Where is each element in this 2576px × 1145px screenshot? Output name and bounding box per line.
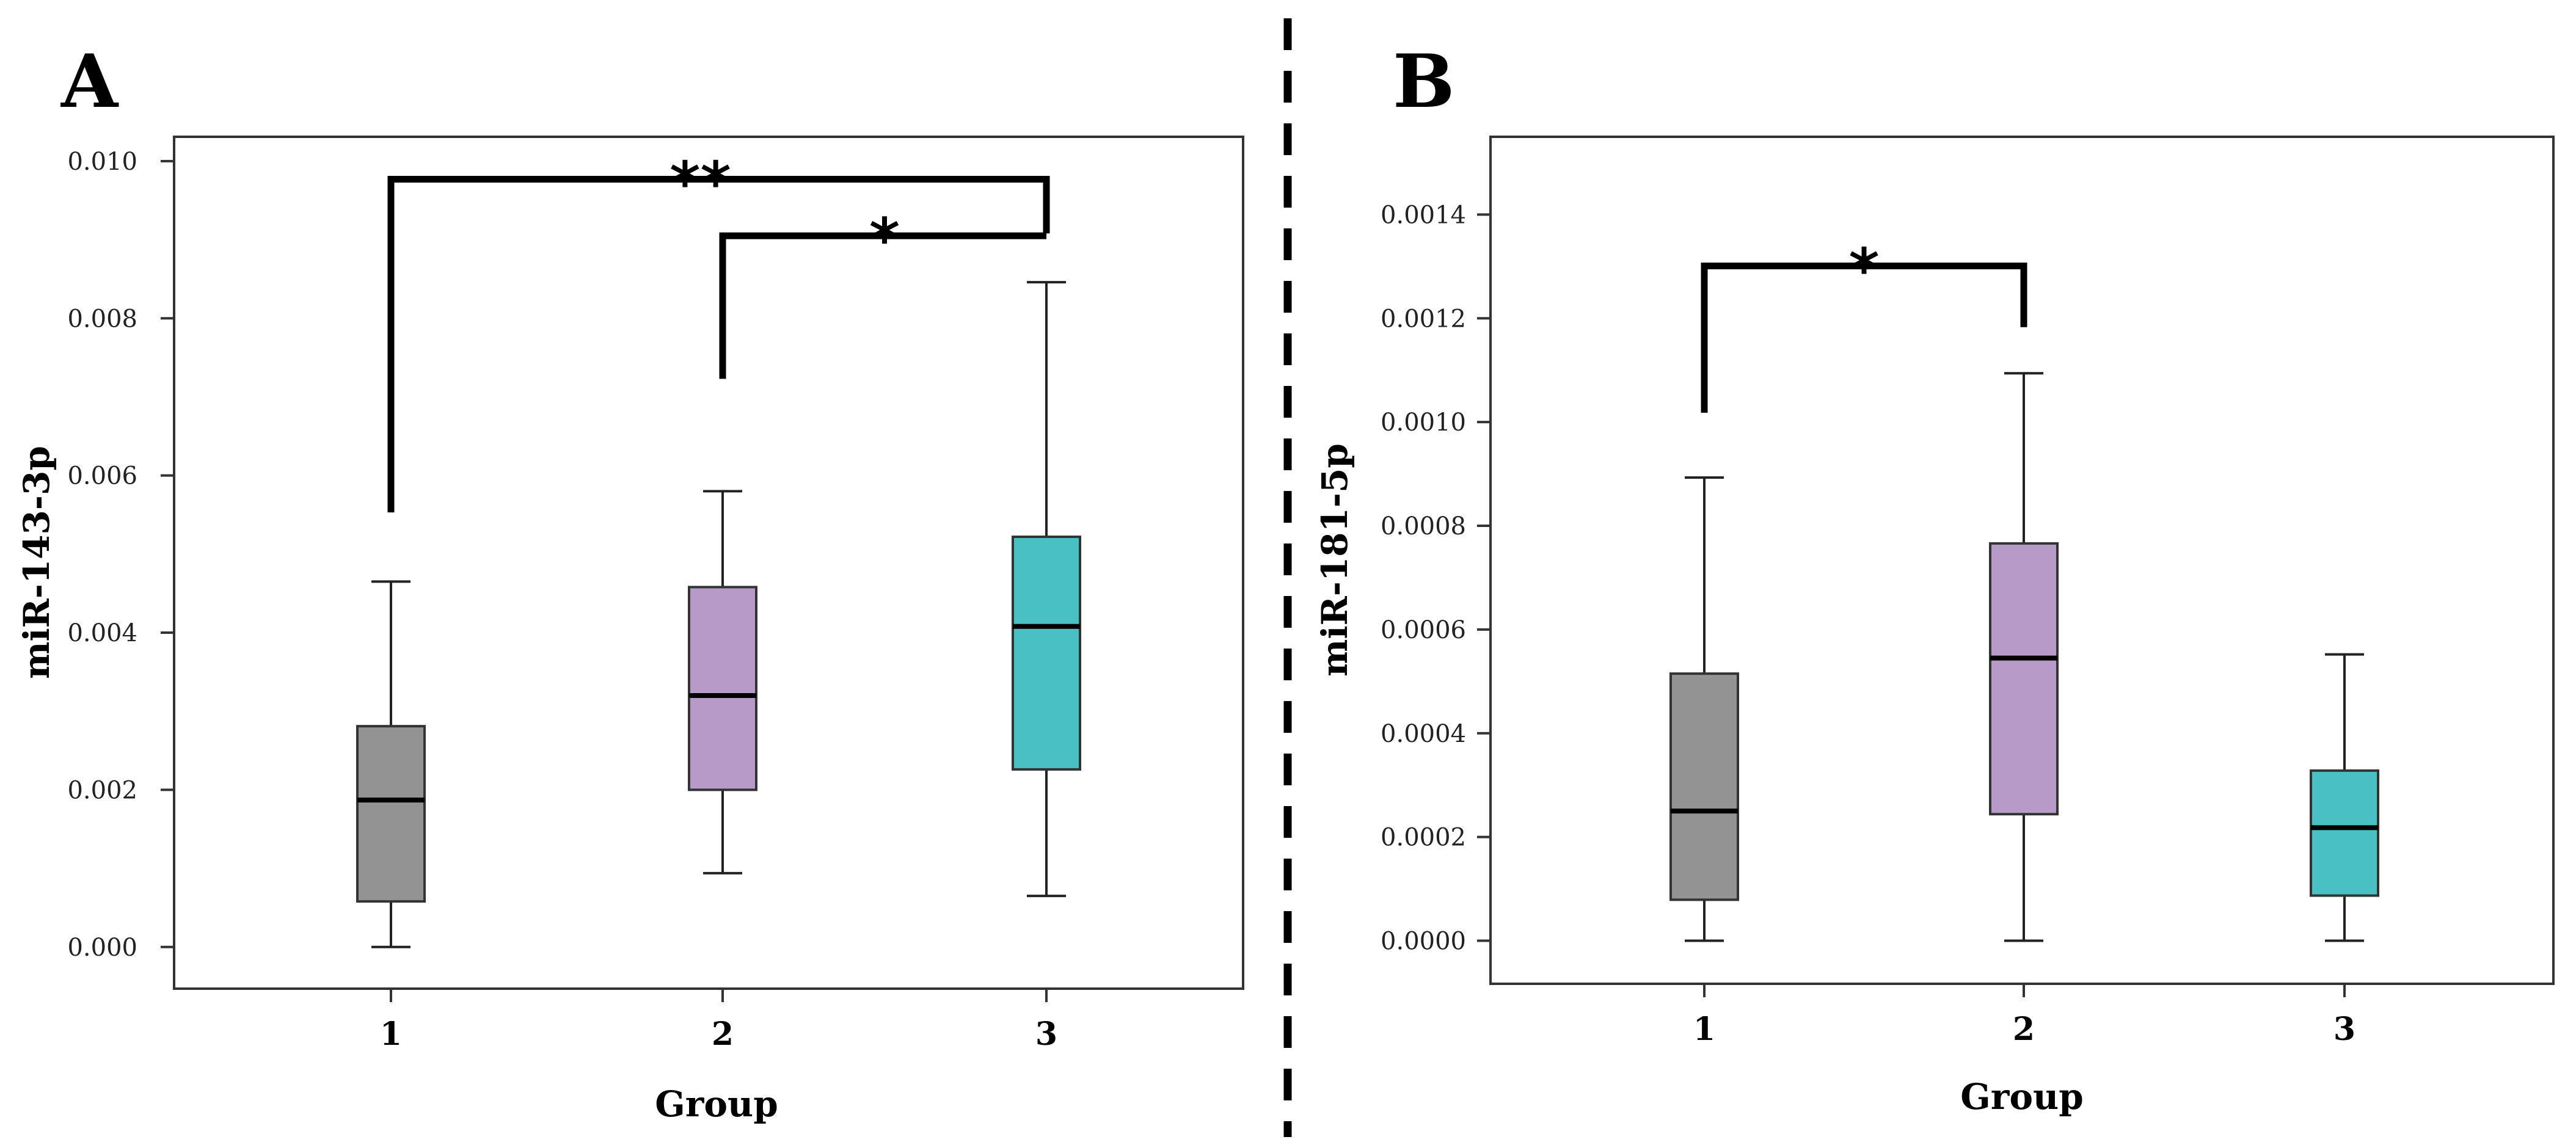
y-tick-label: 0.0008 — [1381, 512, 1466, 540]
box-iqr — [688, 586, 757, 791]
y-tick-label: 0.006 — [67, 462, 137, 490]
y-tick-label: 0.000 — [67, 934, 137, 962]
chart-panel-b: B 0.00000.00020.00040.00060.00080.00100.… — [1314, 38, 2555, 1118]
box-group-2 — [1989, 372, 2059, 942]
bracket-line — [1701, 262, 2027, 413]
y-axis-ticks-a: 0.000 0.002 0.004 0.006 0.008 0.010 — [67, 148, 174, 962]
y-tick-label: 0.0002 — [1381, 824, 1466, 852]
significance-bracket: ** — [387, 149, 1050, 513]
x-tick-label: 3 — [1035, 1016, 1057, 1053]
significance-label: * — [1848, 236, 1879, 304]
y-tick-label: 0.004 — [67, 619, 137, 647]
significance-bracket: * — [719, 206, 1046, 379]
box-group-1 — [1669, 476, 1739, 942]
significance-bracket: * — [1701, 236, 2027, 413]
y-tick-label: 0.0010 — [1381, 409, 1466, 437]
x-tick-label: 1 — [1693, 1011, 1715, 1048]
x-axis-ticks-b: 1 2 3 — [1693, 984, 2355, 1048]
y-tick-label: 0.010 — [67, 148, 137, 176]
x-axis-title-a: Group — [655, 1083, 778, 1125]
box-iqr — [1669, 672, 1739, 901]
y-tick-label: 0.0000 — [1381, 928, 1466, 956]
x-tick-label: 2 — [712, 1016, 734, 1053]
plot-frame-b — [1489, 136, 2555, 985]
panel-label-b: B — [1393, 38, 1454, 125]
boxes-a — [356, 281, 1081, 948]
y-tick-label: 0.0006 — [1381, 616, 1466, 644]
significance-b: * — [1701, 236, 2027, 413]
panel-label-a: A — [60, 38, 119, 125]
box-iqr — [1012, 536, 1081, 771]
box-iqr — [356, 725, 426, 903]
y-axis-ticks-b: 0.0000 0.0002 0.0004 0.0006 0.0008 0.0010 0.00… — [1381, 201, 1491, 956]
significance-label: ** — [670, 149, 731, 217]
y-axis-title-a: miR-143-3p — [16, 446, 57, 679]
boxes-b — [1669, 372, 2379, 942]
y-tick-label: 0.008 — [67, 305, 137, 333]
x-axis-title-b: Group — [1960, 1076, 2084, 1118]
box-group-3 — [1012, 281, 1081, 898]
box-group-3 — [2310, 653, 2379, 942]
box-iqr — [1989, 542, 2059, 816]
significance-a: *** — [387, 149, 1050, 513]
plot-frame-a — [173, 136, 1244, 990]
significance-label: * — [869, 206, 900, 274]
box-group-2 — [688, 490, 757, 874]
x-axis-ticks-a: 1 2 3 — [380, 989, 1057, 1053]
y-tick-label: 0.0004 — [1381, 720, 1466, 748]
box-iqr — [2310, 769, 2379, 897]
y-axis-title-b: miR-181-5p — [1314, 443, 1356, 677]
y-tick-label: 0.0014 — [1381, 201, 1466, 229]
x-tick-label: 1 — [380, 1016, 402, 1053]
y-tick-label: 0.002 — [67, 776, 137, 804]
y-tick-label: 0.0012 — [1381, 305, 1466, 333]
bracket-line — [719, 232, 1046, 379]
x-tick-label: 2 — [2013, 1011, 2035, 1048]
x-tick-label: 3 — [2333, 1011, 2355, 1048]
box-group-1 — [356, 580, 426, 948]
bracket-line — [387, 175, 1050, 513]
